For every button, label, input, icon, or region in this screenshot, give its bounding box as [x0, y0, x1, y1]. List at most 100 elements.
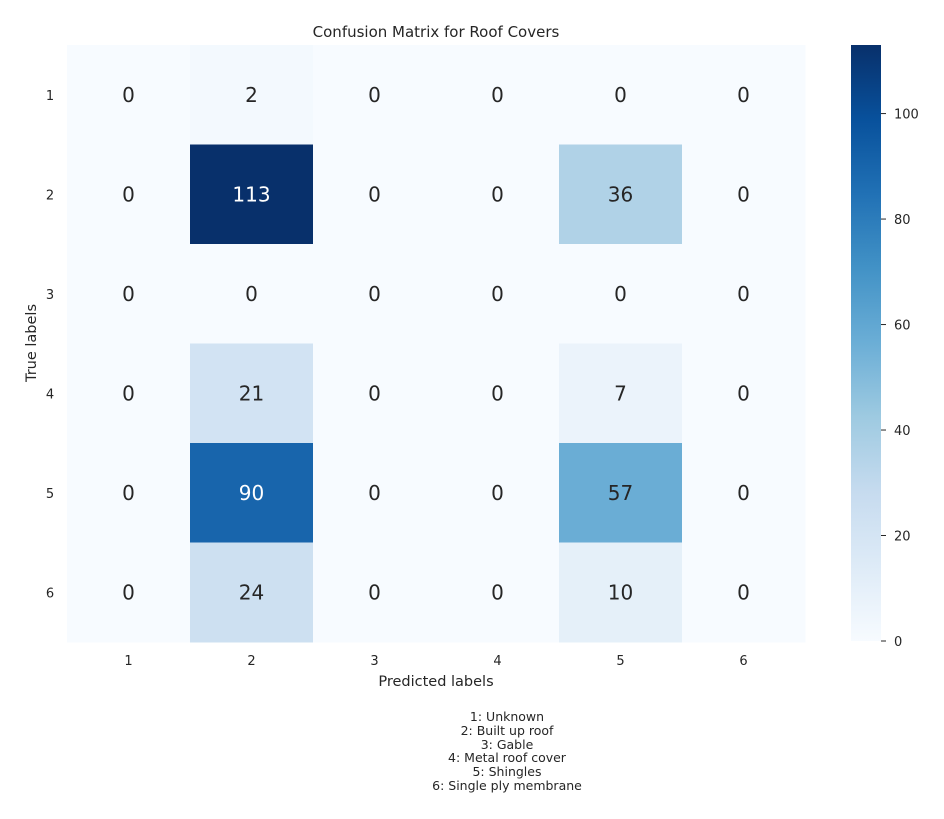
cell-value-label: 57 [608, 481, 633, 505]
heatmap-cell-labels: 0 2 0 0 0 0 0 113 0 0 36 0 0 0 0 0 0 0 0 21 0 0 7 0 0 90 0 0 57 0 0 24 0… [122, 83, 750, 605]
confusion-matrix-chart: Confusion Matrix for Roof Covers 0 2 0 0 0 00… [24, 23, 919, 690]
y-axis-label: True labels [24, 304, 40, 383]
heatmap-cell [313, 45, 437, 145]
x-tick-label: 1 [124, 654, 132, 669]
cell-value-label: 0 [491, 83, 504, 107]
heatmap-cell [436, 343, 560, 444]
cell-value-label: 0 [491, 481, 504, 505]
heatmap-cells [67, 45, 806, 643]
heatmap-cell [313, 144, 437, 245]
heatmap-cell [67, 343, 191, 444]
colorbar-tick-label: 20 [894, 530, 911, 545]
legend-line: 5: Shingles [472, 764, 542, 780]
heatmap-cell [682, 144, 806, 245]
cell-value-label: 0 [737, 481, 750, 505]
colorbar-tick-label: 60 [894, 319, 911, 334]
y-tick-label: 1 [46, 89, 54, 104]
colorbar [851, 45, 881, 641]
legend-line: 1: Unknown [469, 709, 545, 724]
cell-value-label: 0 [122, 381, 135, 405]
heatmap-cell [559, 144, 683, 245]
heatmap-cell [436, 443, 560, 543]
cell-value-label: 0 [368, 83, 381, 107]
y-tick-label: 6 [46, 586, 54, 601]
cell-value-label: 7 [614, 381, 627, 405]
heatmap-cell [682, 542, 806, 643]
legend-line: 3: Gable [480, 736, 534, 752]
heatmap-cell [436, 144, 560, 245]
legend-line: 2: Built up roof [460, 722, 554, 738]
y-tick-label: 4 [46, 387, 54, 402]
x-tick-label: 2 [247, 654, 255, 669]
x-tick-label: 6 [739, 654, 747, 669]
cell-value-label: 0 [737, 282, 750, 306]
heatmap-cell [67, 45, 191, 145]
cell-value-label: 0 [245, 282, 258, 306]
cell-value-label: 0 [737, 381, 750, 405]
heatmap-cell [559, 343, 683, 444]
y-tick-label: 5 [46, 487, 54, 502]
heatmap-cell [313, 244, 437, 344]
heatmap-cell [190, 443, 314, 543]
colorbar-tick-label: 0 [894, 635, 902, 650]
cell-value-label: 2 [245, 83, 258, 107]
heatmap-cell [190, 343, 314, 444]
cell-value-label: 0 [491, 580, 504, 604]
cell-value-label: 0 [614, 83, 627, 107]
heatmap-cell [682, 443, 806, 543]
cell-value-label: 0 [122, 182, 135, 206]
heatmap-cell [313, 343, 437, 444]
cell-value-label: 113 [232, 182, 270, 206]
chart-title: Confusion Matrix for Roof Covers [313, 23, 560, 41]
heatmap-cell [190, 144, 314, 245]
heatmap-cell [313, 443, 437, 543]
legend-line: 6: Single ply membrane [432, 777, 582, 793]
x-axis-ticks: 1 2 3 4 5 6 [124, 654, 747, 669]
heatmap-cell [682, 45, 806, 145]
cell-value-label: 0 [122, 580, 135, 604]
label-legend: 1: Unknown 2: Built up roof 3: Gable 4: … [380, 710, 634, 793]
heatmap-cell [67, 542, 191, 643]
heatmap-cell [682, 244, 806, 344]
heatmap-cell [682, 343, 806, 444]
cell-value-label: 0 [122, 481, 135, 505]
cell-value-label: 90 [239, 481, 264, 505]
y-axis-ticks: 1 2 3 4 5 6 [46, 89, 54, 602]
cell-value-label: 24 [239, 580, 264, 604]
heatmap-cell [559, 45, 683, 145]
heatmap-cell [559, 542, 683, 643]
heatmap-cell [190, 45, 314, 145]
heatmap-cell [67, 144, 191, 245]
cell-value-label: 0 [491, 381, 504, 405]
colorbar-tick-label: 100 [894, 108, 919, 123]
cell-value-label: 0 [491, 282, 504, 306]
heatmap-cell [436, 45, 560, 145]
heatmap-cell [67, 244, 191, 344]
colorbar-tick-label: 80 [894, 213, 911, 228]
cell-value-label: 0 [491, 182, 504, 206]
heatmap-cell [190, 244, 314, 344]
colorbar-ticks: 0 20 40 60 80 100 [881, 108, 919, 650]
cell-value-label: 0 [368, 381, 381, 405]
cell-value-label: 36 [608, 182, 633, 206]
y-tick-label: 3 [46, 288, 54, 303]
heatmap-cell [436, 542, 560, 643]
heatmap-cell [313, 542, 437, 643]
cell-value-label: 0 [368, 182, 381, 206]
heatmap-cell [190, 542, 314, 643]
x-axis-label: Predicted labels [378, 674, 493, 690]
x-tick-label: 3 [370, 654, 378, 669]
heatmap-cell [67, 443, 191, 543]
heatmap-cell [559, 443, 683, 543]
legend-line: 4: Metal roof cover [448, 750, 566, 766]
y-tick-label: 2 [46, 188, 54, 203]
cell-value-label: 0 [614, 282, 627, 306]
colorbar-tick-label: 40 [894, 424, 911, 439]
x-tick-label: 5 [616, 654, 624, 669]
cell-value-label: 0 [737, 580, 750, 604]
cell-value-label: 0 [368, 282, 381, 306]
x-tick-label: 4 [493, 654, 501, 669]
cell-value-label: 0 [368, 580, 381, 604]
cell-value-label: 21 [239, 381, 264, 405]
heatmap-cell [436, 244, 560, 344]
